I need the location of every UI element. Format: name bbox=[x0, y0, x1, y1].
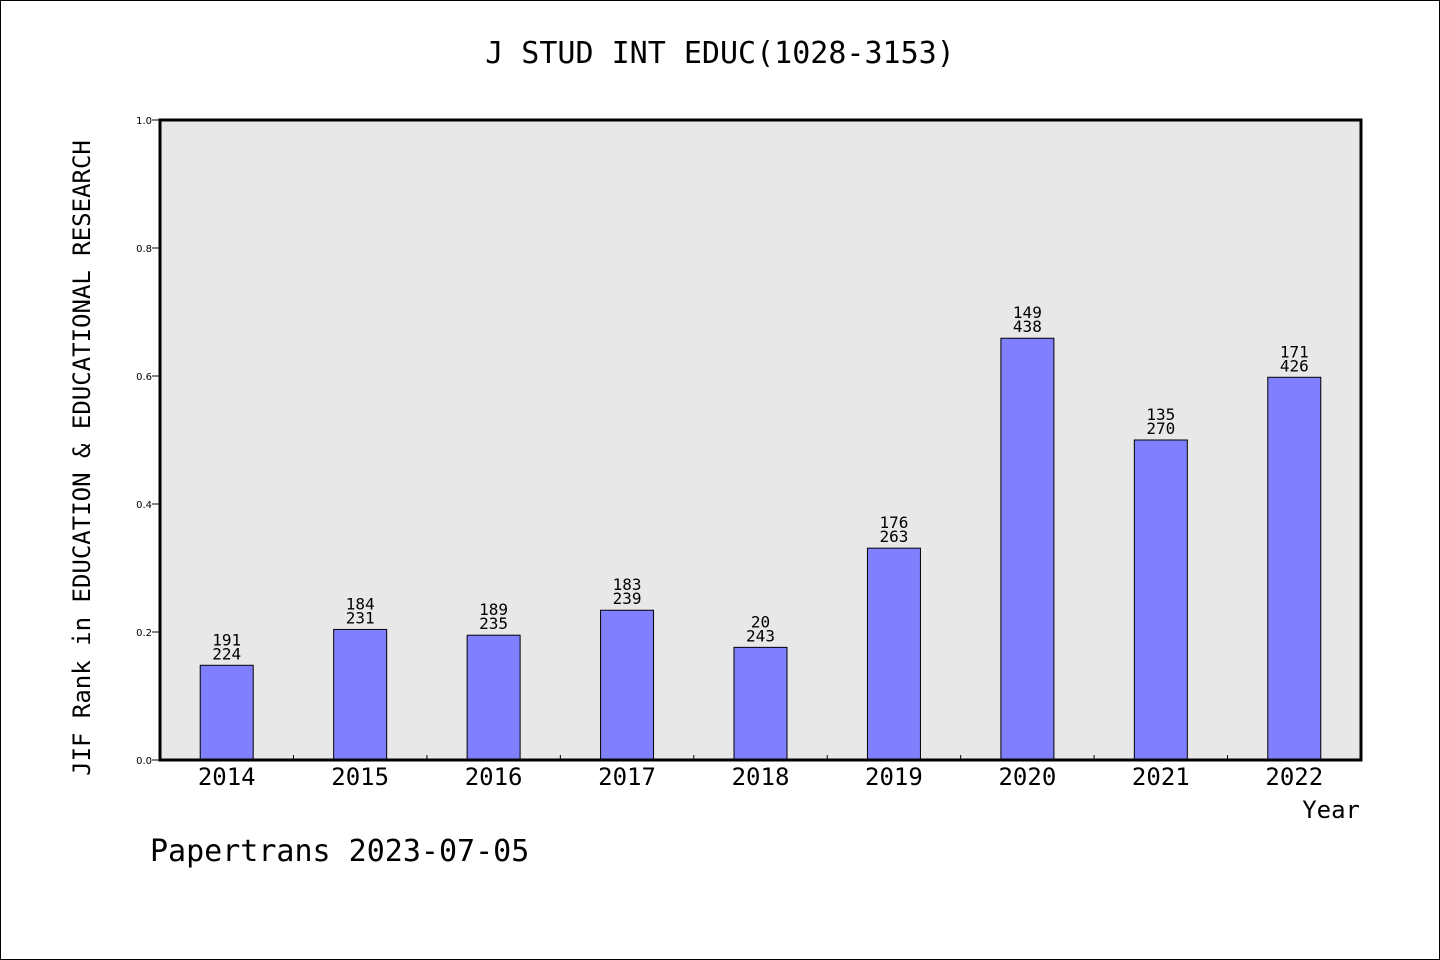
x-tick-label: 2019 bbox=[865, 763, 923, 791]
x-tick-label: 2020 bbox=[998, 763, 1056, 791]
bar-label-total: 239 bbox=[613, 589, 642, 608]
y-tick-label: 0.4 bbox=[136, 500, 152, 511]
bar-2015 bbox=[333, 628, 388, 761]
bar-label-total: 426 bbox=[1280, 356, 1309, 375]
bar-2018 bbox=[733, 646, 788, 761]
x-tick-label: 2015 bbox=[331, 763, 389, 791]
bar-label-total: 224 bbox=[212, 644, 241, 663]
y-tick-label: 0.0 bbox=[136, 756, 152, 767]
x-axis-label: Year bbox=[1302, 796, 1360, 824]
bar-label-rank: 176 bbox=[879, 513, 908, 532]
y-tick-label: 1.0 bbox=[136, 116, 152, 127]
bar-2014 bbox=[199, 664, 254, 761]
x-tick-label: 2021 bbox=[1132, 763, 1190, 791]
bar-2020 bbox=[1000, 337, 1055, 761]
bar-label-total: 231 bbox=[346, 608, 375, 627]
bar-2019 bbox=[866, 547, 921, 761]
bar-label-rank: 183 bbox=[613, 575, 642, 594]
x-tick-label: 2014 bbox=[198, 763, 256, 791]
y-tick-label: 0.2 bbox=[136, 628, 152, 639]
bar-label-rank: 184 bbox=[346, 594, 375, 613]
y-tick-label: 0.6 bbox=[136, 372, 152, 383]
bars bbox=[199, 337, 1322, 761]
y-axis-ticks: 0.0 0.2 0.4 0.6 0.8 1.0 bbox=[136, 116, 160, 767]
bar-label-total: 243 bbox=[746, 626, 775, 645]
bar-label-total: 235 bbox=[479, 614, 508, 633]
bar-2017 bbox=[600, 609, 655, 761]
bar-label-total: 438 bbox=[1013, 317, 1042, 336]
plot-border bbox=[158, 118, 1363, 762]
bar-2016 bbox=[466, 634, 521, 761]
bar-2022 bbox=[1267, 376, 1322, 761]
category-labels: 2014 2015 2016 2017 2018 2019 2020 2021 2022 bbox=[198, 763, 1323, 791]
bar-label-total: 270 bbox=[1146, 419, 1175, 438]
bar-label-rank: 189 bbox=[479, 600, 508, 619]
bar-label-rank: 20 bbox=[751, 612, 770, 631]
x-tick-label: 2017 bbox=[598, 763, 656, 791]
bar-label-rank: 191 bbox=[212, 630, 241, 649]
x-tick-label: 2022 bbox=[1265, 763, 1323, 791]
bar-label-rank: 171 bbox=[1280, 342, 1309, 361]
bar-label-rank: 149 bbox=[1013, 303, 1042, 322]
y-tick-label: 0.8 bbox=[136, 244, 152, 255]
chart-title: J STUD INT EDUC(1028-3153) bbox=[485, 36, 955, 71]
footer-note: Papertrans 2023-07-05 bbox=[150, 834, 530, 869]
x-tick-label: 2016 bbox=[465, 763, 523, 791]
bar-label-total: 263 bbox=[879, 527, 908, 546]
bar-2021 bbox=[1133, 439, 1188, 761]
x-tick-label: 2018 bbox=[732, 763, 790, 791]
bar-label-rank: 135 bbox=[1146, 405, 1175, 424]
